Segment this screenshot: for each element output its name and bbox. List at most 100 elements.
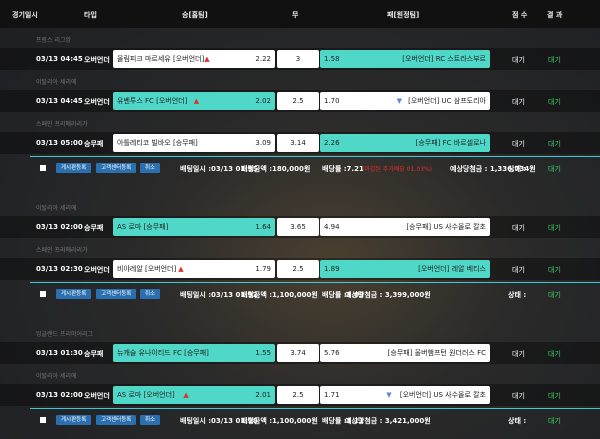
expected-payout: 예상당첨금 : 3,399,000원 [345, 291, 431, 299]
result: 대기 [548, 98, 561, 106]
away-team: [승무패] US 사수올로 칼초 [406, 223, 486, 231]
away-cell[interactable]: 4.94 [승무패] US 사수올로 칼초 [320, 218, 490, 236]
score: 대기 [512, 224, 525, 232]
button[interactable]: 게시판등록 [56, 415, 92, 425]
game-date: 03/13 02:30 [36, 265, 83, 273]
league-name: 이탈리아 세리에 [36, 205, 77, 212]
bet-odds: 배당률 :3.09 [322, 291, 364, 299]
draw-odds: 2.5 [292, 265, 304, 273]
home-team: 비야레알 [오버언더] [117, 265, 177, 273]
away-team: [오버언더] US 사수올로 칼초 [399, 391, 486, 399]
button[interactable]: 고객센터등록 [96, 415, 137, 425]
button[interactable]: 취소 [140, 163, 161, 173]
away-cell[interactable]: 1.89 [오버언더] 레알 베티스 [320, 260, 490, 278]
away-team: [오버언더] 레알 베티스 [418, 265, 486, 273]
draw-cell[interactable]: 2.5 [277, 260, 319, 278]
draw-odds: 3.65 [290, 223, 306, 231]
down-arrow: ▼ [386, 391, 392, 399]
home-odds: 3.09 [255, 139, 271, 147]
column-header: 경기일시 [12, 11, 38, 19]
bet-odds: 배당률 :3.11 [322, 417, 364, 425]
home-cell[interactable]: 유벤투스 FC [오버언더] ▲ 2.02 [113, 92, 275, 110]
home-cell[interactable]: 아틀레티코 빌바오 [승무패] 3.09 [113, 134, 275, 152]
home-cell[interactable]: AS 로마 [오버언더] ▲ 2.01 [113, 386, 275, 404]
bet-status: 대기 [548, 165, 561, 173]
separator [30, 282, 600, 283]
game-date: 03/13 02:00 [36, 391, 83, 399]
column-header: 승[홈팀] [182, 11, 208, 19]
game-date: 03/13 04:45 [36, 55, 83, 63]
score: 대기 [512, 392, 525, 400]
game-type: 오버언더 [84, 56, 110, 64]
away-cell[interactable]: 5.76 [승무패] 울버햄프턴 원더러스 FC [320, 344, 490, 362]
away-cell[interactable]: 1.58 [오버언더] RC 스트라스부르 [320, 50, 490, 68]
away-team: [오버언더] UC 삼프도리아 [408, 97, 486, 105]
away-odds: 1.58 [324, 55, 340, 63]
bet-time: 배팅일시 :03/13 01:28 [180, 417, 258, 425]
away-team: [오버언더] RC 스트라스부르 [402, 55, 486, 63]
up-arrow: ▲ [178, 265, 184, 273]
bet-status: 대기 [548, 417, 561, 425]
draw-cell[interactable]: 2.5 [277, 386, 319, 404]
bet-amount: 배팅금액 :1,100,000원 [241, 291, 318, 299]
status-label: 상태 : [508, 165, 527, 173]
home-cell[interactable]: AS 로마 [승무패] 1.64 [113, 218, 275, 236]
game-type: 승무패 [84, 224, 104, 232]
league-name: 스페인 프리메라리가 [36, 247, 88, 254]
away-cell[interactable]: 1.71 [오버언더] US 사수올로 칼초 ▼ [320, 386, 490, 404]
home-cell[interactable]: 비야레알 [오버언더] ▲ 1.79 [113, 260, 275, 278]
draw-cell[interactable]: 3.65 [277, 218, 319, 236]
home-odds: 2.02 [255, 97, 271, 105]
bet-time: 배팅일시 :03/13 01:35 [180, 165, 258, 173]
button[interactable]: 고객센터등록 [96, 289, 137, 299]
game-type: 오버언더 [84, 392, 110, 400]
draw-cell[interactable]: 2.5 [277, 92, 319, 110]
home-team: AS 로마 [승무패] [117, 223, 169, 231]
column-header: 점 수 [512, 11, 528, 19]
expected-payout: 예상당첨금 : 1,336,734원 [450, 165, 536, 173]
home-team: 아틀레티코 빌바오 [승무패] [117, 139, 198, 147]
away-cell[interactable]: 1.70 [오버언더] UC 삼프도리아 ▼ [320, 92, 490, 110]
bet-amount: 배팅금액 :1,100,000원 [241, 417, 318, 425]
button[interactable]: 게시판등록 [56, 163, 92, 173]
checkbox[interactable] [40, 417, 46, 423]
away-cell[interactable]: 2.26 [승무패] FC 바르셀로나 [320, 134, 490, 152]
checkbox[interactable] [40, 291, 46, 297]
score: 대기 [512, 266, 525, 274]
home-odds: 1.79 [255, 265, 271, 273]
home-odds: 2.22 [255, 55, 271, 63]
up-arrow: ▲ [204, 55, 210, 63]
away-team: [승무패] FC 바르셀로나 [415, 139, 486, 147]
game-date: 03/13 04:45 [36, 97, 83, 105]
away-odds: 1.70 [324, 97, 340, 105]
away-odds: 1.89 [324, 265, 340, 273]
button[interactable]: 취소 [140, 415, 161, 425]
draw-cell[interactable]: 3 [277, 50, 319, 68]
down-arrow: ▼ [396, 97, 402, 105]
bet-bonus: (마감된 추가배당 01.03%) [362, 166, 433, 173]
checkbox[interactable] [40, 165, 46, 171]
home-team: AS 로마 [오버언더] [117, 391, 175, 399]
button[interactable]: 고객센터등록 [96, 163, 137, 173]
draw-cell[interactable]: 3.14 [277, 134, 319, 152]
result: 대기 [548, 350, 561, 358]
draw-odds: 2.5 [292, 97, 304, 105]
home-odds: 1.55 [255, 349, 271, 357]
draw-odds: 3 [295, 55, 301, 63]
draw-odds: 3.14 [290, 139, 306, 147]
button[interactable]: 게시판등록 [56, 289, 92, 299]
away-team: [승무패] 울버햄프턴 원더러스 FC [387, 349, 486, 357]
draw-odds: 3.74 [290, 349, 306, 357]
home-cell[interactable]: 뉴캐슬 유나이티드 FC [승무패] 1.55 [113, 344, 275, 362]
column-header: 타입 [84, 11, 97, 19]
up-arrow: ▲ [183, 391, 189, 399]
result: 대기 [548, 266, 561, 274]
home-team: 올림피크 마르세유 [오버언더] [117, 55, 205, 63]
home-odds: 1.64 [255, 223, 271, 231]
button[interactable]: 취소 [140, 289, 161, 299]
status-label: 상태 : [508, 291, 527, 299]
league-name: 이탈리아 세리에 [36, 373, 77, 380]
draw-cell[interactable]: 3.74 [277, 344, 319, 362]
home-cell[interactable]: 올림피크 마르세유 [오버언더] ▲ 2.22 [113, 50, 275, 68]
